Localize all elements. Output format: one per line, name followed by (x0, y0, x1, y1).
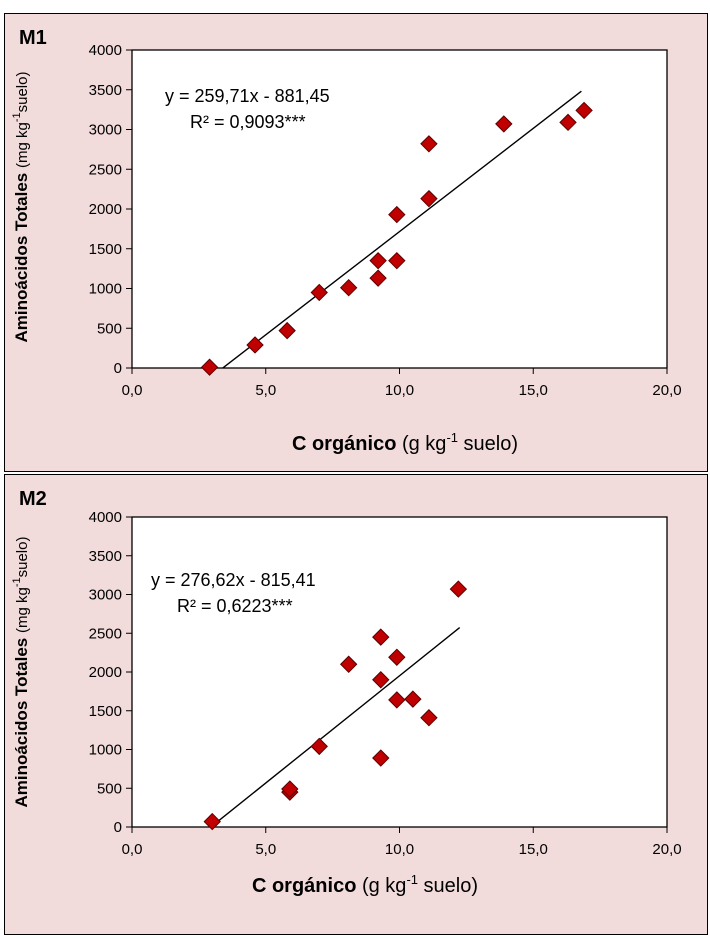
data-point (372, 671, 390, 689)
y-axis-title: Aminoácidos Totales (mg kg-1suelo) (11, 72, 31, 343)
y-tick-label: 1500 (89, 241, 122, 258)
y-axis-title-superscript: -1 (11, 112, 23, 122)
y-tick-label: 500 (97, 320, 122, 337)
scatter-chart-m1: 0 500 1000 1500 2000 2500 3000 3500 4000 0,0 5,0 10… (11, 27, 682, 455)
y-tick-label: 1000 (89, 281, 122, 298)
x-axis-title-unit-end: suelo) (418, 875, 478, 897)
data-point (372, 749, 390, 767)
data-point (339, 278, 358, 297)
data-point (369, 269, 387, 287)
chart-panel-m1: 0 500 1000 1500 2000 2500 3000 3500 4000 0,0 5,0 10… (4, 13, 708, 472)
y-tick-label: 0 (114, 360, 122, 377)
trendline (210, 627, 461, 828)
panel-label: M2 (19, 488, 47, 510)
y-tick-label: 2500 (89, 161, 122, 178)
data-point (420, 709, 438, 727)
y-tick-label: 3000 (89, 122, 122, 139)
x-tick-label: 20,0 (652, 382, 681, 399)
y-tick-label: 1500 (89, 703, 122, 720)
y-tick-label: 4000 (89, 509, 122, 526)
data-point (278, 321, 296, 340)
x-tick-label: 5,0 (255, 841, 276, 858)
data-point (310, 737, 328, 756)
x-axis-title: C orgánico (g kg-1 suelo) (292, 430, 518, 455)
x-axis-title: C orgánico (g kg-1 suelo) (252, 872, 478, 897)
x-axis-title-unit-end: suelo) (458, 433, 518, 455)
data-point (420, 135, 438, 153)
panel-label: M1 (19, 27, 47, 49)
data-point (369, 251, 387, 270)
x-tick-label: 10,0 (385, 382, 414, 399)
r-squared-label: R² = 0,6223*** (177, 596, 293, 616)
plot-area (131, 516, 668, 828)
x-axis-title-bold: C orgánico (252, 875, 362, 897)
y-axis-title-unit-end: suelo) (14, 537, 31, 578)
data-point (310, 283, 328, 302)
x-tick-label: 15,0 (519, 382, 548, 399)
y-tick-label: 0 (114, 819, 122, 836)
x-tick-label: 5,0 (255, 382, 276, 399)
regression-equation: y = 259,71x - 881,45 (165, 86, 330, 106)
data-point (281, 780, 299, 798)
y-tick-label: 3000 (89, 587, 122, 604)
x-tick-label: 15,0 (519, 841, 548, 858)
y-axis-title-unit-end: suelo) (14, 72, 31, 113)
data-point (495, 115, 513, 133)
data-point (246, 336, 264, 354)
regression-equation: y = 276,62x - 815,41 (151, 570, 316, 590)
y-tick-label: 500 (97, 780, 122, 797)
y-axis-title-unit: (mg kg (14, 122, 31, 168)
data-point (388, 251, 406, 270)
trendline (222, 90, 582, 369)
chart-panel-m2: 0 500 1000 1500 2000 2500 3000 3500 4000 0,0 5,0 10… (4, 474, 708, 935)
data-point (575, 101, 593, 120)
data-point (203, 812, 221, 831)
x-axis-title-bold: C orgánico (292, 433, 402, 455)
scatter-chart-m2: 0 500 1000 1500 2000 2500 3000 3500 4000 0,0 5,0 10… (11, 488, 682, 897)
y-axis-title-superscript: -1 (11, 577, 23, 587)
y-axis-title-bold: Aminoácidos Totales (12, 168, 31, 342)
data-point (372, 628, 390, 646)
data-point (339, 655, 358, 673)
data-point (388, 691, 406, 709)
y-tick-label: 3500 (89, 82, 122, 99)
y-axis-title: Aminoácidos Totales (mg kg-1suelo) (11, 537, 31, 808)
data-point (449, 580, 468, 598)
y-tick-label: 2500 (89, 625, 122, 642)
y-tick-label: 2000 (89, 664, 122, 681)
x-tick-label: 0,0 (122, 382, 143, 399)
r-squared-label: R² = 0,9093*** (190, 112, 306, 132)
data-point (420, 189, 438, 208)
data-point (404, 690, 422, 708)
data-point (559, 113, 577, 132)
x-axis-title-superscript: -1 (406, 872, 418, 887)
y-tick-label: 1000 (89, 742, 122, 759)
y-axis-title-unit: (mg kg (14, 587, 31, 633)
data-point (200, 358, 219, 376)
x-tick-label: 10,0 (385, 841, 414, 858)
y-tick-label: 3500 (89, 548, 122, 565)
data-point (388, 205, 406, 224)
x-axis-title-superscript: -1 (446, 430, 458, 445)
x-tick-label: 0,0 (122, 841, 143, 858)
x-axis-title-unit: (g kg (402, 433, 446, 455)
y-tick-label: 4000 (89, 42, 122, 59)
y-tick-label: 2000 (89, 201, 122, 218)
y-axis-title-bold: Aminoácidos Totales (12, 633, 31, 807)
data-point (388, 648, 406, 666)
x-tick-label: 20,0 (652, 841, 681, 858)
x-axis-title-unit: (g kg (362, 875, 406, 897)
